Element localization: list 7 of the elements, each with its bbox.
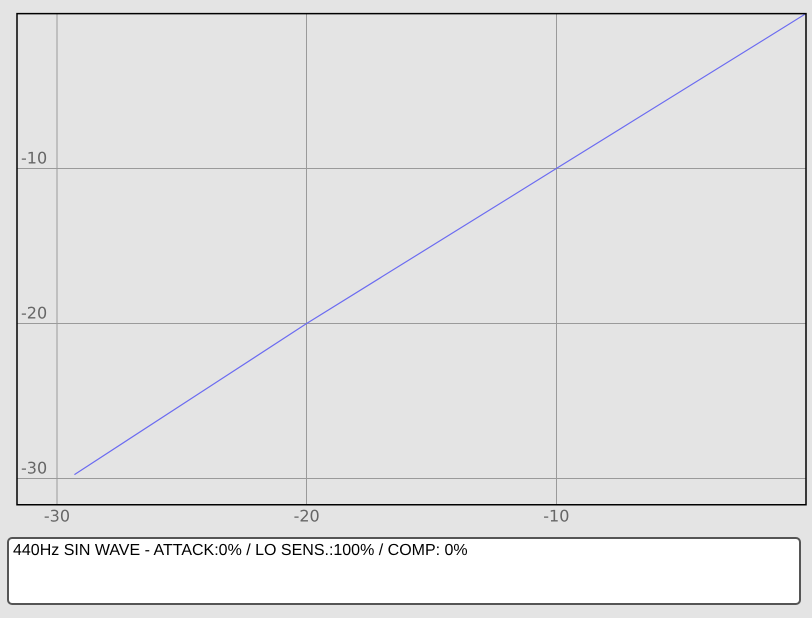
y-tick-label: -30: [21, 458, 48, 478]
x-tick-label: -20: [294, 506, 320, 526]
x-tick-label: -10: [543, 506, 570, 526]
y-tick-label: -20: [21, 304, 48, 323]
y-tick-label: -10: [21, 148, 48, 168]
text: 440Hz SIN WAVE - ATTACK:0% / LO SENS.:100% / COMP: 0%: [7, 537, 801, 605]
x-tick-label: -30: [44, 506, 70, 526]
